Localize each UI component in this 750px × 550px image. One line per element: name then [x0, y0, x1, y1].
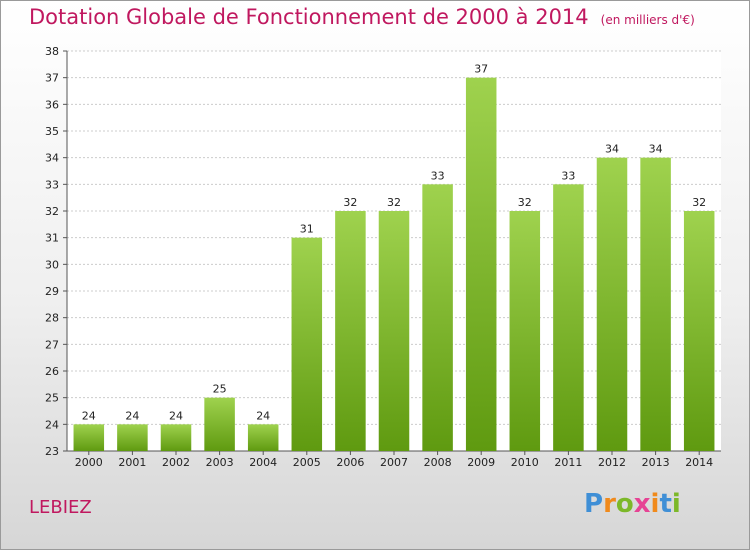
chart-subtitle: (en milliers d'€)	[600, 13, 695, 27]
proxiti-logo[interactable]: Proxiti	[584, 489, 681, 519]
data-label-2002: 24	[169, 409, 183, 422]
x-tick-label-2000: 2000	[75, 456, 103, 469]
bar-2013	[640, 157, 671, 451]
x-tick-label-2009: 2009	[467, 456, 495, 469]
bar-2000	[73, 424, 105, 451]
data-label-2011: 33	[561, 169, 575, 182]
x-tick-label-2003: 2003	[206, 456, 234, 469]
bar-2014	[683, 211, 715, 451]
data-label-2014: 32	[692, 196, 706, 209]
bar-2010	[509, 211, 541, 451]
bar-2004	[247, 424, 279, 451]
chart-title: Dotation Globale de Fonctionnement de 20…	[29, 5, 695, 29]
commune-name: LEBIEZ	[29, 497, 92, 518]
data-label-2005: 31	[300, 223, 314, 236]
x-tick-label-2007: 2007	[380, 456, 408, 469]
data-label-2009: 37	[474, 63, 488, 76]
y-tick-label: 28	[45, 312, 59, 325]
x-tick-label-2002: 2002	[162, 456, 190, 469]
y-tick-label: 27	[45, 338, 59, 351]
x-tick-label-2012: 2012	[598, 456, 626, 469]
y-tick-label: 37	[45, 72, 59, 85]
y-tick-label: 30	[45, 258, 59, 271]
y-tick-label: 26	[45, 365, 59, 378]
y-tick-label: 35	[45, 125, 59, 138]
data-label-2008: 33	[431, 169, 445, 182]
bar-2005	[291, 237, 323, 451]
bar-2003	[204, 397, 235, 451]
data-label-2013: 34	[649, 143, 663, 156]
x-tick-label-2004: 2004	[249, 456, 277, 469]
x-tick-label-2008: 2008	[424, 456, 452, 469]
x-tick-label-2005: 2005	[293, 456, 321, 469]
y-tick-label: 38	[45, 45, 59, 58]
data-label-2006: 32	[343, 196, 357, 209]
chart-title-text: Dotation Globale de Fonctionnement de 20…	[29, 5, 589, 29]
x-tick-label-2001: 2001	[118, 456, 146, 469]
x-tick-label-2010: 2010	[511, 456, 539, 469]
bar-2009	[465, 77, 497, 452]
data-label-2010: 32	[518, 196, 532, 209]
x-tick-label-2006: 2006	[336, 456, 364, 469]
y-tick-label: 36	[45, 98, 59, 111]
bar-2008	[422, 184, 453, 452]
data-label-2007: 32	[387, 196, 401, 209]
data-label-2001: 24	[125, 409, 139, 422]
y-tick-label: 24	[45, 418, 59, 431]
y-tick-label: 29	[45, 285, 59, 298]
data-label-2012: 34	[605, 143, 619, 156]
y-tick-label: 34	[45, 152, 59, 165]
y-tick-label: 32	[45, 205, 59, 218]
x-tick-label-2014: 2014	[685, 456, 713, 469]
bar-2002	[160, 424, 192, 451]
y-tick-label: 31	[45, 232, 59, 245]
data-label-2003: 25	[213, 383, 227, 396]
y-tick-label: 25	[45, 392, 59, 405]
data-label-2004: 24	[256, 409, 270, 422]
bar-2007	[378, 211, 410, 451]
data-label-2000: 24	[82, 409, 96, 422]
x-tick-label-2011: 2011	[554, 456, 582, 469]
bar-2001	[117, 424, 148, 451]
bar-2006	[335, 211, 366, 451]
x-tick-label-2013: 2013	[642, 456, 670, 469]
bar-2012	[596, 157, 628, 451]
y-tick-label: 33	[45, 178, 59, 191]
bar-2011	[553, 184, 584, 452]
y-tick-label: 23	[45, 445, 59, 458]
